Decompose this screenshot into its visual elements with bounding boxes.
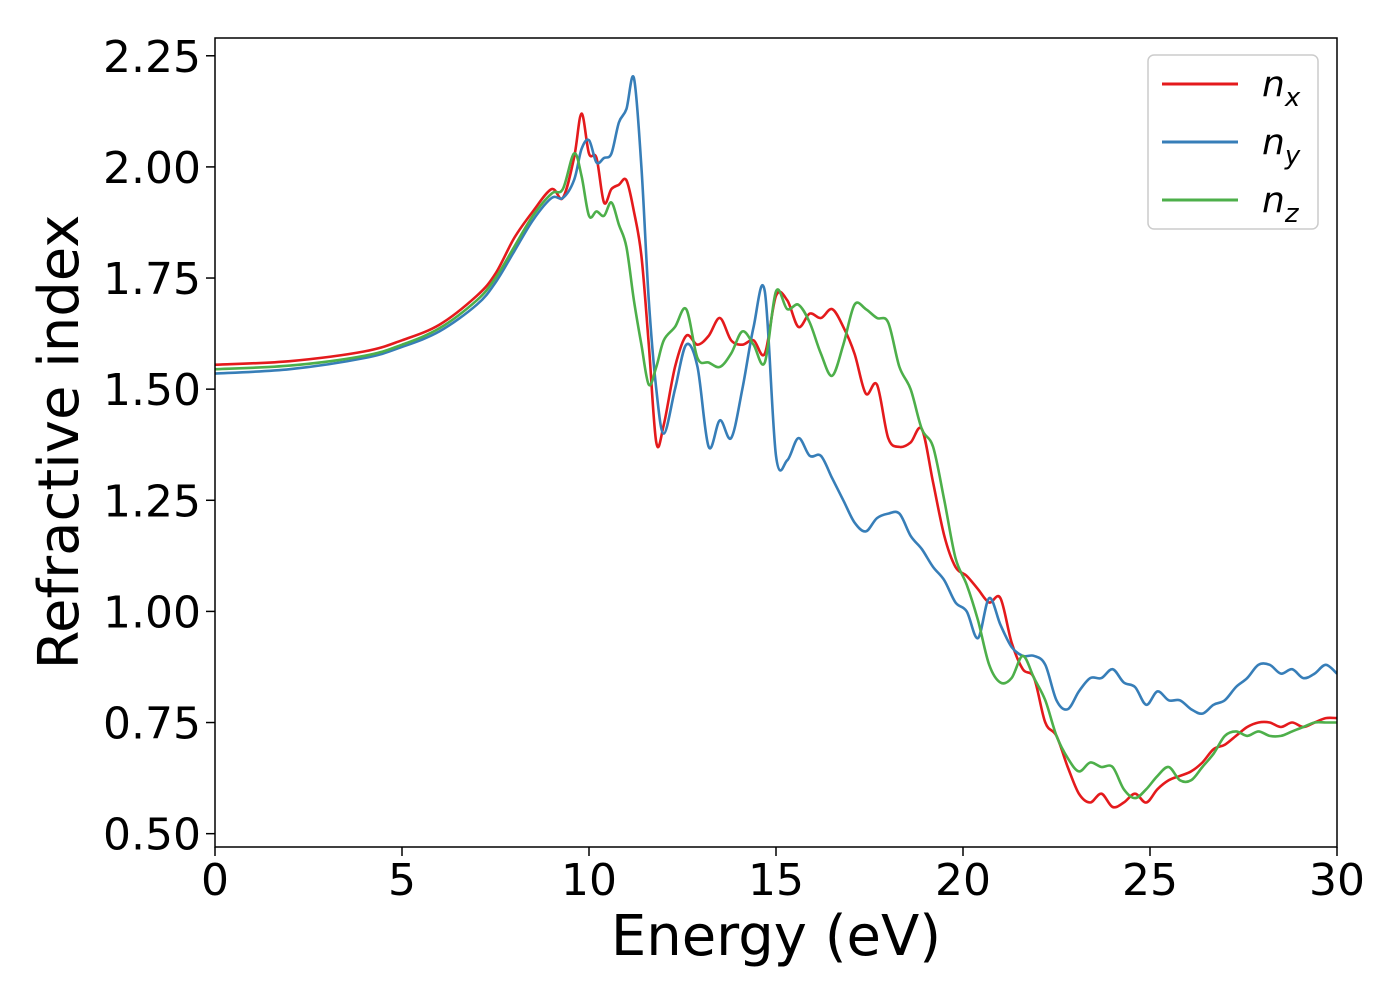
x-tick-label: 5 xyxy=(388,855,416,906)
y-tick-label: 0.50 xyxy=(103,810,201,861)
series-layer xyxy=(215,74,1337,809)
series-line-nz xyxy=(215,152,1337,800)
legend-label-nx: nx xyxy=(1262,64,1301,113)
x-tick-label: 0 xyxy=(201,855,229,906)
y-axis: 0.50 0.75 1.00 1.25 1.50 1.75 2.00 2.25 xyxy=(103,32,215,861)
y-tick-label: 1.00 xyxy=(103,587,201,638)
y-tick-label: 1.25 xyxy=(103,476,201,527)
y-tick-label: 1.75 xyxy=(103,254,201,305)
legend-label-base: n xyxy=(1262,180,1285,221)
x-axis: 0 5 10 15 20 25 30 xyxy=(201,847,1365,906)
legend-label-subscript: z xyxy=(1284,199,1300,229)
y-tick-label: 1.50 xyxy=(103,365,201,416)
legend-label-subscript: x xyxy=(1284,83,1301,113)
x-tick-label: 10 xyxy=(561,855,617,906)
legend-label-ny: ny xyxy=(1262,122,1301,171)
x-tick-label: 15 xyxy=(748,855,804,906)
y-tick-label: 0.75 xyxy=(103,699,201,750)
series-line-ny xyxy=(215,74,1337,716)
x-tick-label: 20 xyxy=(935,855,991,906)
x-tick-label: 25 xyxy=(1122,855,1178,906)
legend-label-base: n xyxy=(1262,122,1285,163)
legend-label-subscript: y xyxy=(1284,141,1301,171)
y-tick-label: 2.25 xyxy=(103,32,201,83)
legend-label-nz: nz xyxy=(1262,180,1300,229)
y-tick-label: 2.00 xyxy=(103,143,201,194)
y-axis-title: Refractive index xyxy=(27,215,92,670)
x-tick-label: 30 xyxy=(1309,855,1365,906)
legend-label-base: n xyxy=(1262,64,1285,105)
x-axis-title: Energy (eV) xyxy=(611,904,941,969)
